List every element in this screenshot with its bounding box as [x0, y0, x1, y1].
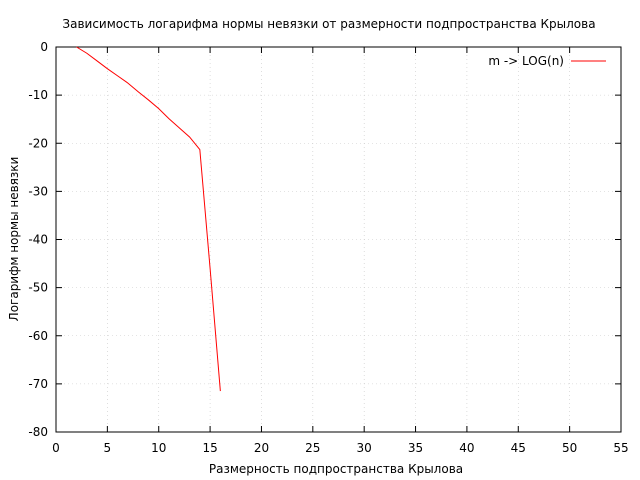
grid: [56, 47, 621, 432]
y-axis-label: Логарифм нормы невязки: [7, 157, 21, 322]
x-tick-label: 5: [104, 441, 112, 455]
chart-title: Зависимость логарифма нормы невязки от р…: [62, 17, 595, 31]
x-tick-label: 35: [408, 441, 423, 455]
x-tick-label: 20: [254, 441, 269, 455]
y-tick-label: -40: [28, 233, 48, 247]
y-tick-label: 0: [40, 40, 48, 54]
y-tick-label: -10: [28, 88, 48, 102]
x-axis-label: Размерность подпространства Крылова: [209, 462, 463, 476]
y-tick-label: -30: [28, 184, 48, 198]
x-tick-label: 0: [52, 441, 60, 455]
legend-label: m -> LOG(n): [488, 54, 564, 68]
x-tick-label: 50: [562, 441, 577, 455]
series-group: [76, 46, 221, 392]
y-tick-label: -20: [28, 136, 48, 150]
series-line: [76, 46, 221, 392]
x-tick-label: 10: [151, 441, 166, 455]
legend: m -> LOG(n): [488, 54, 606, 68]
y-tick-label: -60: [28, 329, 48, 343]
axis-ticks: 0 5 10 15 20 25 30 35 40 45 50 55 0 -10 -20 -30 -40 -50 -6…: [28, 40, 628, 455]
x-tick-label: 45: [511, 441, 526, 455]
y-tick-label: -50: [28, 281, 48, 295]
y-tick-label: -80: [28, 425, 48, 439]
x-tick-label: 40: [459, 441, 474, 455]
y-tick-label: -70: [28, 377, 48, 391]
x-tick-label: 30: [357, 441, 372, 455]
x-tick-label: 55: [613, 441, 628, 455]
x-tick-label: 25: [305, 441, 320, 455]
x-tick-label: 15: [202, 441, 217, 455]
